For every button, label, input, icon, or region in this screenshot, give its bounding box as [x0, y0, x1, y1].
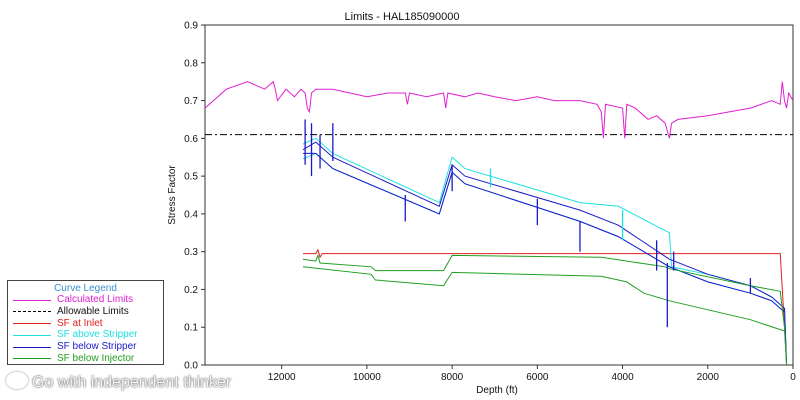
- series-line-sf-below-stripper: [302, 141, 788, 366]
- legend-swatch: [13, 334, 51, 336]
- y-tick-label: 0.8: [184, 58, 198, 69]
- x-axis: 12000 10000 8000 6000 4000 2000 0: [268, 365, 796, 383]
- legend-entry: SF at Inlet: [8, 318, 163, 330]
- series-line-sf-below-injector: [302, 266, 785, 332]
- legend-label: Calculated Limits: [57, 294, 134, 305]
- y-tick-label: 0.1: [184, 323, 198, 334]
- watermark: Go with independent thinker: [6, 372, 231, 392]
- legend-entries: Calculated Limits Allowable Limits SF at I…: [8, 294, 163, 365]
- legend-title: Curve Legend: [54, 283, 117, 294]
- legend-entry: SF above Stripper: [8, 329, 163, 341]
- y-tick-label: 0.3: [184, 247, 198, 258]
- y-axis-label: Stress Factor: [167, 165, 178, 225]
- legend-label: Allowable Limits: [57, 305, 129, 317]
- y-tick-label: 0.0: [184, 361, 198, 372]
- legend-label: SF below Stripper: [57, 341, 137, 353]
- series-line-sf-at-inlet: [303, 248, 788, 366]
- series-line-calculated-limits: [204, 80, 794, 139]
- curve-legend: Curve Legend Calculated Limits Allowable …: [7, 280, 164, 365]
- legend-swatch: [13, 299, 51, 301]
- y-tick-label: 0.9: [184, 21, 198, 32]
- chat-bubble-icon: [6, 372, 28, 389]
- x-axis-label: Depth (ft): [476, 385, 518, 396]
- legend-entry: Allowable Limits: [8, 306, 163, 318]
- x-tick-label: 6000: [526, 372, 549, 383]
- y-tick-label: 0.5: [184, 172, 198, 183]
- legend-label: SF above Stripper: [57, 329, 138, 341]
- legend-swatch: [13, 358, 51, 360]
- series-line-sf-above-stripper: [302, 137, 788, 366]
- y-tick-label: 0.6: [184, 134, 198, 145]
- y-tick-label: 0.2: [184, 285, 198, 296]
- x-tick-label: 2000: [697, 372, 720, 383]
- legend-swatch: [13, 311, 51, 313]
- x-tick-label: 12000: [268, 372, 296, 383]
- x-tick-label: 4000: [611, 372, 634, 383]
- legend-swatch: [13, 323, 51, 325]
- series-line-sf-below-injector: [302, 253, 788, 366]
- x-tick-label: 10000: [353, 372, 381, 383]
- legend-entry: Calculated Limits: [8, 294, 163, 306]
- y-axis: 0.0 0.1 0.2 0.3 0.4 0.5 0.6 0.7 0.8 0.9: [184, 21, 205, 372]
- chart-title: Limits - HAL185090000: [345, 11, 460, 23]
- plot-area-frame: [204, 24, 794, 366]
- x-tick-label: 8000: [441, 372, 464, 383]
- legend-entry: SF below Stripper: [8, 341, 163, 353]
- legend-swatch: [13, 346, 51, 348]
- legend-label: SF at Inlet: [57, 317, 103, 329]
- y-tick-label: 0.4: [184, 209, 198, 220]
- legend-label: SF below Injector: [57, 352, 135, 364]
- series-layer: [204, 80, 794, 366]
- y-tick-label: 0.7: [184, 96, 198, 107]
- x-tick-label: 0: [790, 372, 796, 383]
- watermark-text: Go with independent thinker: [32, 374, 232, 391]
- legend-entry: SF below Injector: [8, 353, 163, 365]
